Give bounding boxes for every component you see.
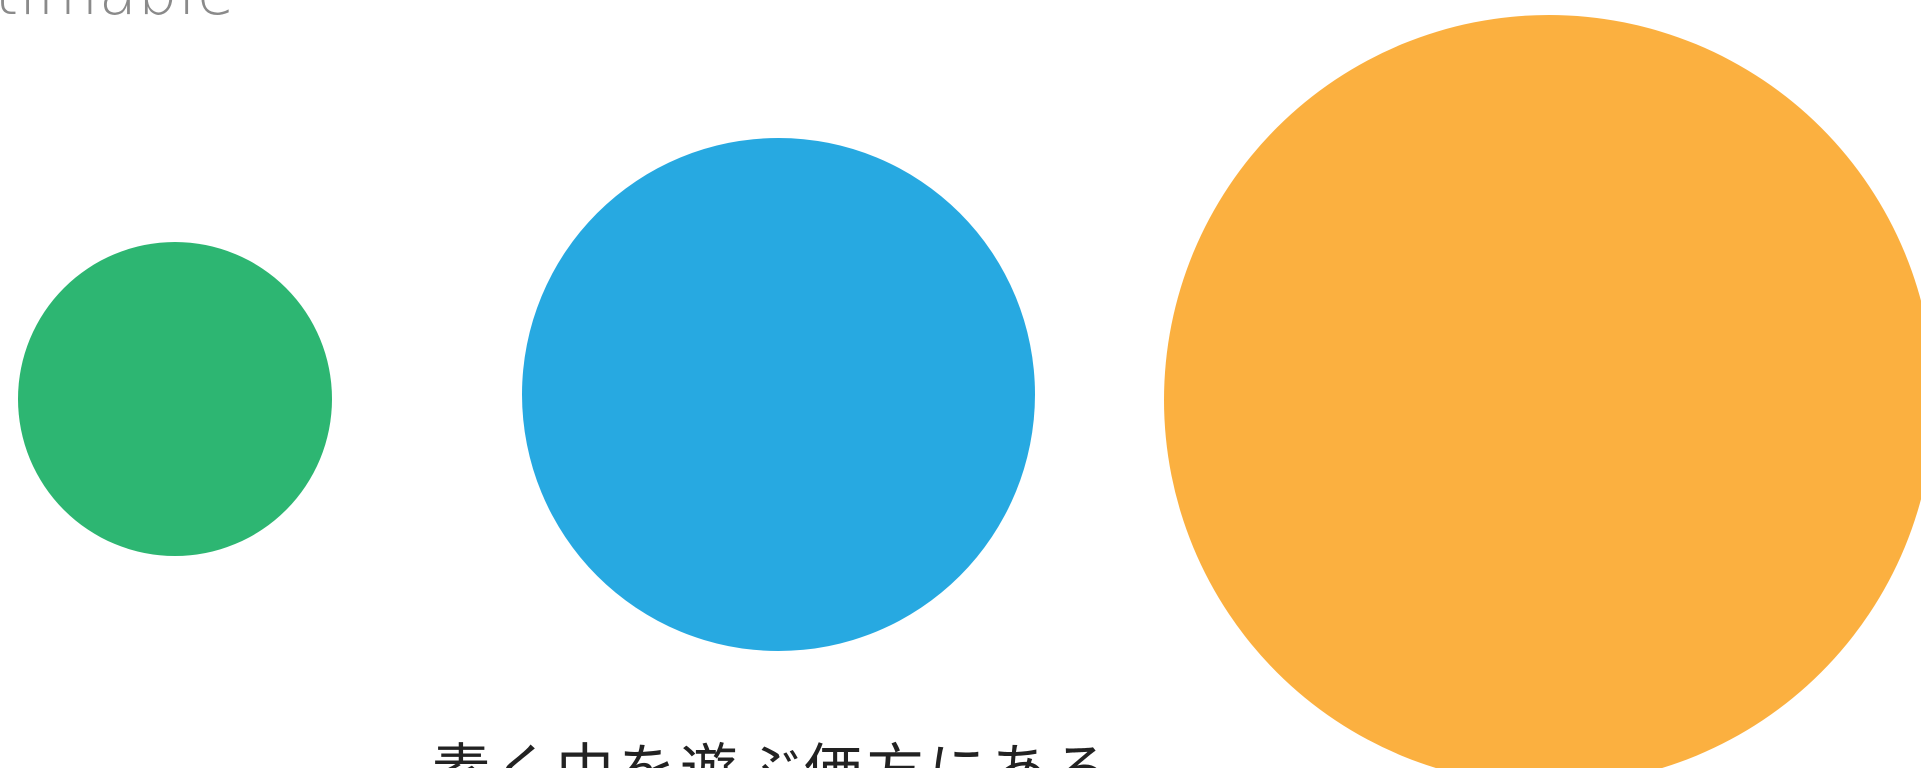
orange-circle — [1164, 15, 1921, 768]
blue-circle — [522, 138, 1035, 651]
green-circle — [18, 242, 332, 556]
bottom-caption: 素く中を遊ぶ価方にある — [432, 742, 1114, 768]
top-partial-word: timable — [0, 0, 236, 24]
